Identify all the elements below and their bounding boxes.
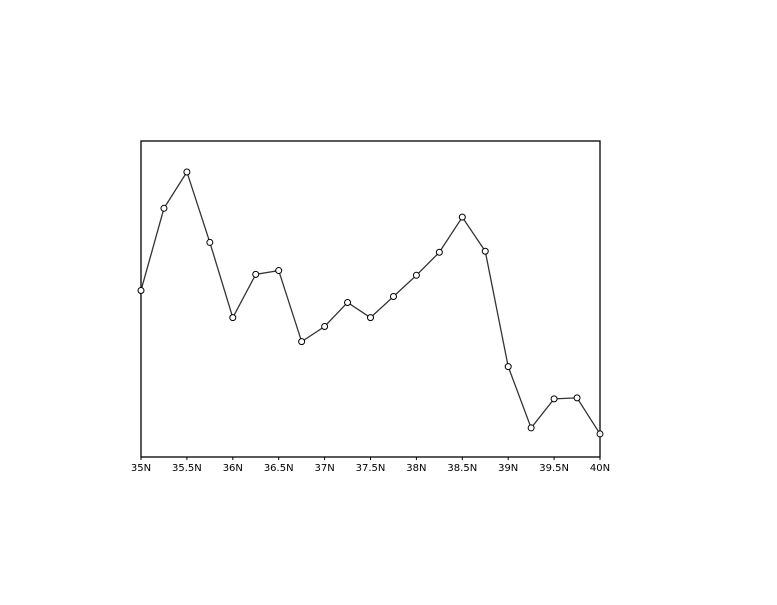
- data-point: [275, 267, 283, 275]
- data-point: [298, 338, 306, 346]
- x-tick-label: 37.5N: [356, 463, 386, 474]
- x-tick-label: 39N: [498, 463, 518, 474]
- data-point: [412, 271, 420, 279]
- data-point: [458, 213, 466, 221]
- x-tick-label: 39.5N: [539, 463, 569, 474]
- data-point: [160, 204, 168, 212]
- data-point: [527, 424, 535, 432]
- x-tick-label: 36N: [223, 463, 243, 474]
- data-point: [389, 292, 397, 300]
- data-point: [481, 247, 489, 255]
- x-tick-label: 40N: [590, 463, 610, 474]
- data-point: [321, 322, 329, 330]
- data-point: [229, 314, 237, 322]
- x-tick-label: 36.5N: [264, 463, 294, 474]
- data-point: [183, 168, 191, 176]
- data-point: [252, 270, 260, 278]
- data-point: [435, 248, 443, 256]
- x-tick-label: 35N: [131, 463, 151, 474]
- data-point: [573, 394, 581, 402]
- x-tick-label: 35.5N: [172, 463, 202, 474]
- data-point: [550, 395, 558, 403]
- data-point: [367, 314, 374, 322]
- x-tick-label: 38N: [406, 463, 426, 474]
- x-tick-label: 38.5N: [447, 463, 477, 474]
- plot-frame: [140, 140, 601, 458]
- series-line: [140, 170, 601, 435]
- data-point: [596, 430, 604, 438]
- data-point: [504, 363, 512, 371]
- x-tick-label: 37N: [314, 463, 334, 474]
- data-point: [344, 298, 352, 306]
- data-point: [137, 286, 145, 294]
- data-point: [206, 238, 214, 246]
